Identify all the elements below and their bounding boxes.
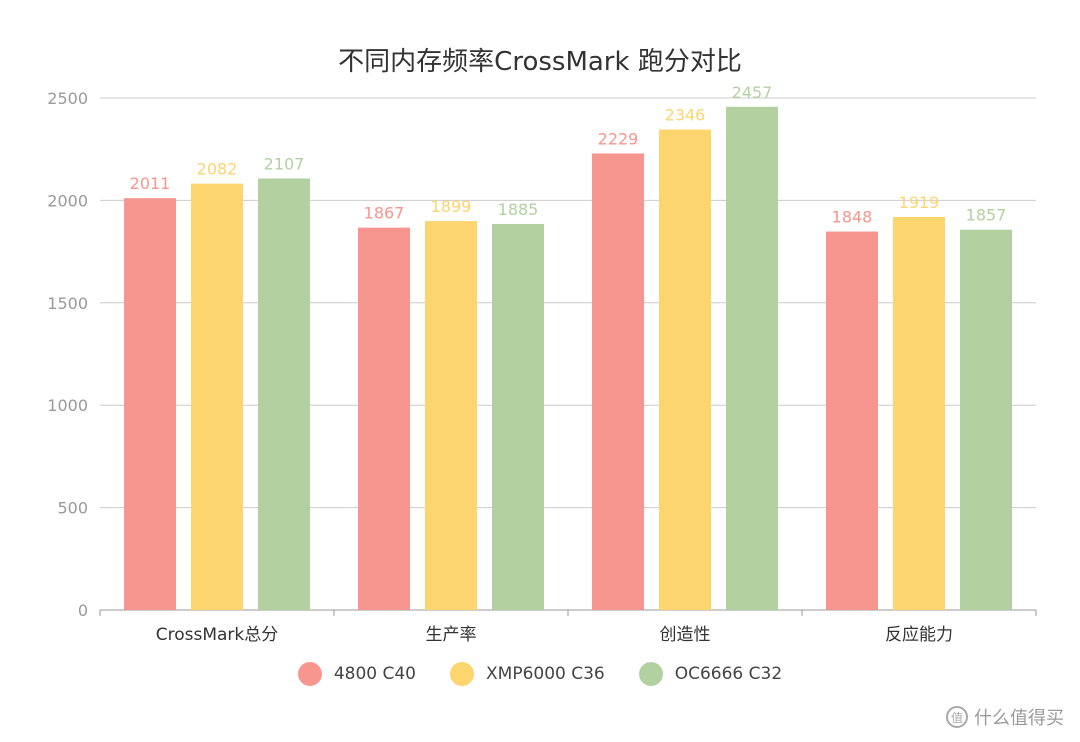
data-label: 2107 — [264, 154, 305, 173]
bar[interactable] — [960, 229, 1012, 610]
legend-label: 4800 C40 — [333, 664, 416, 684]
x-tick-label: 创造性 — [660, 625, 711, 645]
bar[interactable] — [191, 183, 243, 611]
bar[interactable] — [258, 178, 310, 611]
bar[interactable] — [726, 106, 778, 610]
watermark-text: 什么值得买 — [974, 708, 1064, 729]
data-label: 2082 — [197, 160, 238, 179]
data-label: 2011 — [130, 174, 171, 193]
data-label: 2457 — [732, 83, 773, 102]
legend-swatch — [638, 662, 663, 686]
x-tick-label: 生产率 — [426, 625, 477, 645]
x-tick-label: CrossMark总分 — [156, 625, 279, 645]
y-tick-label: 2500 — [47, 89, 88, 108]
chart-title: 不同内存频率CrossMark 跑分对比 — [338, 47, 742, 77]
y-tick-label: 2000 — [47, 191, 88, 210]
data-label: 1848 — [832, 208, 873, 227]
legend-item[interactable]: XMP6000 C36 — [450, 662, 605, 686]
y-tick-label: 1500 — [47, 294, 88, 313]
y-tick-label: 500 — [57, 499, 88, 518]
y-tick-label: 1000 — [47, 396, 88, 415]
bar[interactable] — [124, 198, 176, 610]
data-label: 2229 — [598, 130, 639, 149]
zhi-logo-icon: 值 — [946, 706, 968, 728]
data-label: 1867 — [364, 204, 405, 223]
data-label: 1885 — [498, 200, 539, 219]
x-tick-label: 反应能力 — [885, 625, 953, 645]
legend-label: OC6666 C32 — [674, 664, 783, 684]
chart-legend: 4800 C40 XMP6000 C36 OC6666 C32 — [0, 662, 1080, 686]
bar[interactable] — [893, 216, 945, 610]
bar[interactable] — [592, 153, 644, 610]
watermark: 值 什么值得买 — [946, 704, 1064, 730]
legend-label: XMP6000 C36 — [486, 664, 605, 684]
data-label: 2346 — [665, 106, 706, 125]
legend-item[interactable]: OC6666 C32 — [638, 662, 783, 686]
bar[interactable] — [659, 129, 711, 611]
bar[interactable] — [826, 231, 878, 610]
y-tick-label: 0 — [78, 601, 88, 620]
legend-swatch — [297, 662, 322, 686]
legend-swatch — [450, 662, 474, 686]
bar[interactable] — [425, 221, 477, 611]
data-label: 1899 — [431, 197, 472, 216]
data-label: 1919 — [899, 193, 940, 212]
data-label: 1857 — [966, 206, 1007, 225]
bar[interactable] — [492, 223, 544, 610]
legend-item[interactable]: 4800 C40 — [297, 662, 416, 686]
bar[interactable] — [358, 227, 410, 610]
